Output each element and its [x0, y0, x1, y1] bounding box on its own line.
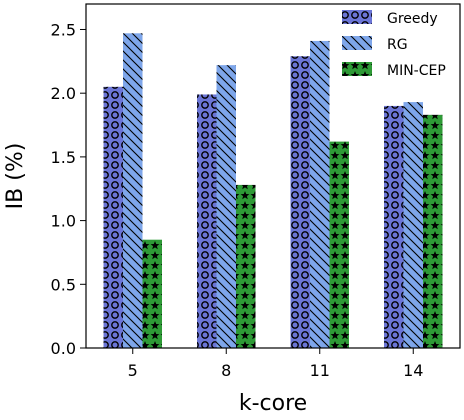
x-tick-label: 8 — [221, 361, 231, 380]
y-tick-label: 0.5 — [51, 275, 76, 294]
x-tick-label: 14 — [403, 361, 423, 380]
axes-layer: 5 8 11 14 0.0 0.5 1.0 1.5 2.0 2.5 — [51, 3, 461, 380]
legend-label-min-cep: MIN-CEP — [387, 63, 446, 79]
bars-layer — [103, 33, 443, 349]
x-axis-label: k-core — [239, 391, 307, 416]
bar-min-cep-14 — [423, 114, 443, 348]
legend-label-rg: RG — [387, 37, 408, 53]
legend-label-greedy: Greedy — [387, 11, 438, 27]
legend-swatch-greedy — [342, 10, 372, 24]
plot-frame — [85, 3, 461, 349]
x-tick-label: 5 — [128, 361, 138, 380]
y-tick-label: 1.0 — [51, 212, 76, 231]
bar-greedy-14 — [384, 105, 404, 348]
x-tick-label: 11 — [310, 361, 330, 380]
y-tick-label: 2.0 — [51, 84, 76, 103]
bar-rg-11 — [310, 40, 330, 348]
bar-min-cep-8 — [236, 184, 256, 348]
y-tick-label: 1.5 — [51, 148, 76, 167]
y-tick-label: 2.5 — [51, 20, 76, 39]
bar-min-cep-5 — [142, 239, 162, 348]
legend: Greedy RG MIN-CEP — [342, 10, 446, 79]
y-axis-label: IB (%) — [3, 143, 28, 210]
bar-greedy-5 — [103, 86, 123, 348]
bar-rg-5 — [123, 33, 143, 348]
bar-rg-14 — [403, 102, 423, 349]
bar-greedy-8 — [197, 94, 217, 348]
bar-greedy-11 — [290, 56, 310, 349]
legend-swatch-min-cep — [342, 62, 372, 76]
bar-rg-8 — [216, 65, 236, 349]
legend-swatch-rg — [342, 36, 372, 50]
bar-min-cep-11 — [329, 141, 349, 348]
y-tick-label: 0.0 — [51, 339, 76, 358]
